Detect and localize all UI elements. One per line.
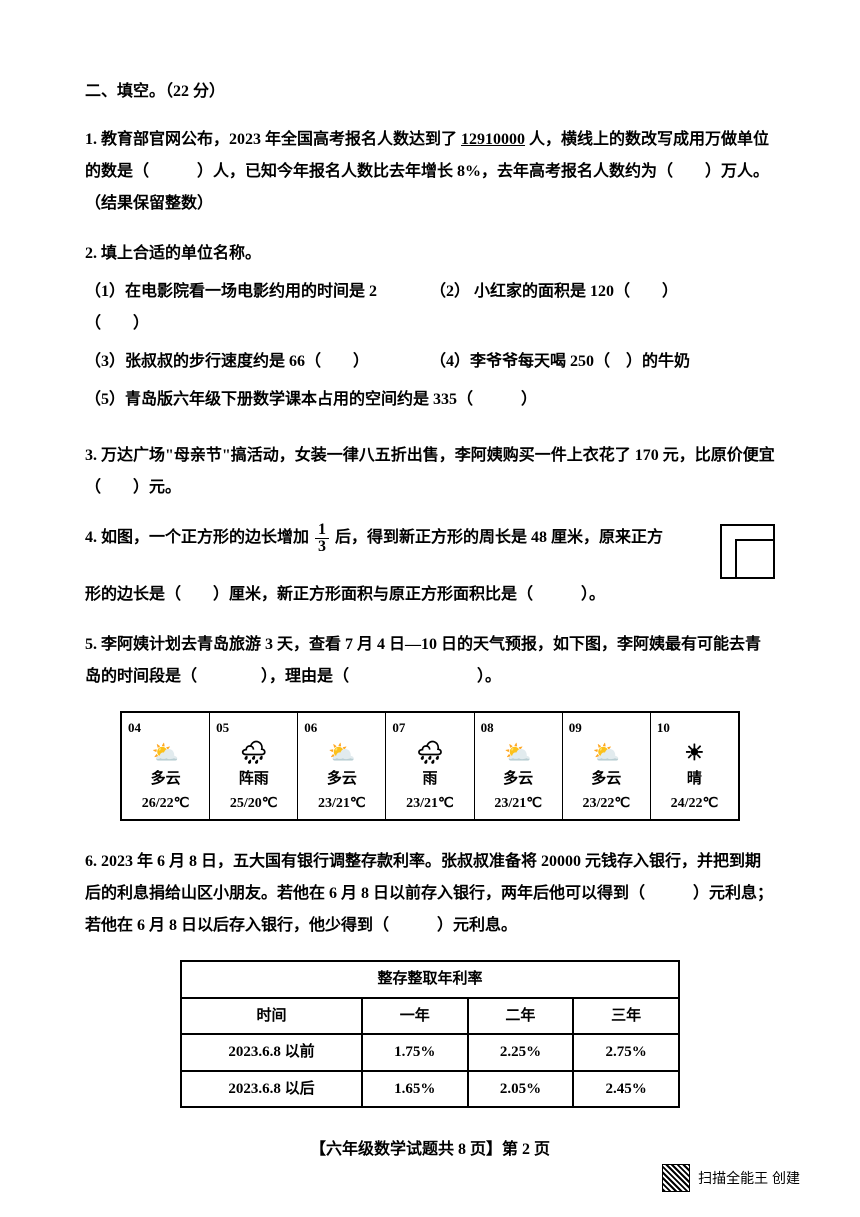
weather-icon: ⛅ — [565, 742, 648, 764]
q1-number: 12910000 — [461, 131, 525, 148]
frac-den: 3 — [315, 539, 329, 555]
question-4: 4. 如图，一个正方形的边长增加 13 后，得到新正方形的周长是 48 厘米，原… — [85, 522, 775, 611]
watermark: 扫描全能王 创建 — [662, 1164, 800, 1192]
section-title: 二、填空。（22 分） — [85, 80, 775, 104]
weather-temp: 25/20℃ — [212, 793, 295, 814]
watermark-text: 扫描全能王 创建 — [698, 1168, 800, 1189]
weather-desc: 阵雨 — [212, 768, 295, 791]
weather-desc: 多云 — [300, 768, 383, 791]
q2-item-4: （4）李爷爷每天喝 250（ ）的牛奶 — [430, 346, 775, 378]
q1-prefix: 1. 教育部官网公布，2023 年全国高考报名人数达到了 — [85, 131, 461, 148]
weather-icon: ☀ — [653, 742, 736, 764]
frac-num: 1 — [315, 522, 329, 539]
weather-cell-6: 10 ☀ 晴 24/22℃ — [651, 713, 738, 819]
weather-date: 08 — [477, 718, 560, 738]
q2-item-5: （5）青岛版六年级下册数学课本占用的空间约是 335（ ） — [85, 384, 775, 416]
rate-header-1: 一年 — [362, 998, 468, 1035]
q4-line1-post: 后，得到新正方形的周长是 48 厘米，原来正方 — [331, 529, 663, 546]
rate-header-3: 三年 — [573, 998, 679, 1035]
weather-icon: 🌧 — [212, 742, 295, 764]
weather-temp: 23/21℃ — [300, 793, 383, 814]
weather-cell-5: 09 ⛅ 多云 23/22℃ — [563, 713, 651, 819]
weather-date: 05 — [212, 718, 295, 738]
weather-icon: ⛅ — [477, 742, 560, 764]
rate-cell: 2.75% — [573, 1034, 679, 1071]
weather-date: 10 — [653, 718, 736, 738]
weather-date: 07 — [388, 718, 471, 738]
rate-header-0: 时间 — [181, 998, 362, 1035]
question-2: 2. 填上合适的单位名称。 （1）在电影院看一场电影约用的时间是 2（ ） （2… — [85, 238, 775, 422]
qr-icon — [662, 1164, 690, 1192]
question-5: 5. 李阿姨计划去青岛旅游 3 天，查看 7 月 4 日—10 日的天气预报，如… — [85, 629, 775, 693]
weather-date: 06 — [300, 718, 383, 738]
weather-cell-4: 08 ⛅ 多云 23/21℃ — [475, 713, 563, 819]
rate-cell: 2.25% — [468, 1034, 574, 1071]
q2-item-3: （3）张叔叔的步行速度约是 66（ ） — [85, 346, 430, 378]
weather-icon: 🌧 — [388, 742, 471, 764]
weather-cell-1: 05 🌧 阵雨 25/20℃ — [210, 713, 298, 819]
weather-temp: 26/22℃ — [124, 793, 207, 814]
q4-line1-pre: 4. 如图，一个正方形的边长增加 — [85, 529, 313, 546]
fraction: 13 — [315, 522, 329, 555]
rate-header-2: 二年 — [468, 998, 574, 1035]
square-diagram — [720, 524, 775, 579]
weather-desc: 多云 — [124, 768, 207, 791]
q2-item-1: （1）在电影院看一场电影约用的时间是 2（ ） — [85, 276, 430, 340]
question-6: 6. 2023 年 6 月 8 日，五大国有银行调整存款利率。张叔叔准备将 20… — [85, 846, 775, 942]
weather-desc: 雨 — [388, 768, 471, 791]
q2-item-2: （2） 小红家的面积是 120（ ） — [430, 276, 775, 340]
rate-cell: 1.75% — [362, 1034, 468, 1071]
weather-icon: ⛅ — [300, 742, 383, 764]
weather-temp: 23/21℃ — [388, 793, 471, 814]
weather-icon: ⛅ — [124, 742, 207, 764]
weather-date: 04 — [124, 718, 207, 738]
weather-cell-0: 04 ⛅ 多云 26/22℃ — [122, 713, 210, 819]
weather-temp: 23/22℃ — [565, 793, 648, 814]
weather-table: 04 ⛅ 多云 26/22℃ 05 🌧 阵雨 25/20℃ 06 ⛅ 多云 23… — [120, 711, 740, 821]
question-1: 1. 教育部官网公布，2023 年全国高考报名人数达到了 12910000 人，… — [85, 124, 775, 220]
weather-temp: 24/22℃ — [653, 793, 736, 814]
page-footer: 【六年级数学试题共 8 页】第 2 页 — [85, 1138, 775, 1162]
rate-cell: 1.65% — [362, 1071, 468, 1108]
rate-title: 整存整取年利率 — [181, 961, 679, 998]
weather-desc: 晴 — [653, 768, 736, 791]
weather-date: 09 — [565, 718, 648, 738]
weather-cell-3: 07 🌧 雨 23/21℃ — [386, 713, 474, 819]
weather-desc: 多云 — [565, 768, 648, 791]
question-3: 3. 万达广场"母亲节"搞活动，女装一律八五折出售，李阿姨购买一件上衣花了 17… — [85, 440, 775, 504]
rate-cell: 2023.6.8 以前 — [181, 1034, 362, 1071]
weather-temp: 23/21℃ — [477, 793, 560, 814]
q2-title: 2. 填上合适的单位名称。 — [85, 238, 775, 270]
q4-line2: 形的边长是（ ）厘米，新正方形面积与原正方形面积比是（ ）。 — [85, 579, 775, 611]
rate-table: 整存整取年利率 时间 一年 二年 三年 2023.6.8 以前 1.75% 2.… — [180, 960, 680, 1108]
rate-cell: 2.05% — [468, 1071, 574, 1108]
weather-cell-2: 06 ⛅ 多云 23/21℃ — [298, 713, 386, 819]
rate-cell: 2023.6.8 以后 — [181, 1071, 362, 1108]
weather-desc: 多云 — [477, 768, 560, 791]
square-inner — [735, 539, 773, 577]
rate-cell: 2.45% — [573, 1071, 679, 1108]
